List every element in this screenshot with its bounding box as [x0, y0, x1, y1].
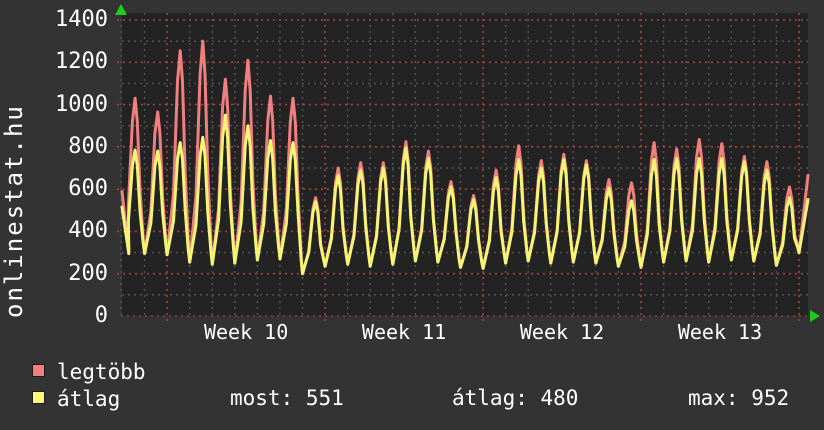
y-tick-label: 400 — [68, 218, 108, 244]
x-axis-arrow-icon — [810, 310, 820, 322]
y-tick-label: 0 — [94, 303, 108, 328]
plot-area — [122, 13, 808, 316]
y-tick-label: 200 — [68, 260, 108, 286]
x-week-label: Week 11 — [361, 320, 447, 344]
y-tick-label: 800 — [68, 133, 108, 159]
y-tick-label: 600 — [68, 176, 108, 202]
series-atlag-line — [120, 113, 810, 276]
x-week-label: Week 12 — [519, 320, 605, 344]
y-tick-label: 1400 — [55, 7, 108, 32]
stat-item-1: átlag: 480 — [452, 386, 579, 410]
y-tick-label: 1000 — [55, 91, 108, 117]
watermark-vertical: onlinestat.hu — [0, 104, 28, 318]
y-axis-arrow-icon — [115, 4, 127, 15]
stat-item-0: most: 551 — [230, 386, 344, 410]
y-tick-label: 1200 — [55, 49, 108, 75]
legend-label: átlag — [57, 387, 121, 411]
legend-label: legtöbb — [57, 360, 146, 384]
legend-swatch-icon — [32, 391, 45, 404]
x-week-label: Week 10 — [203, 320, 289, 344]
legend-swatch-icon — [32, 364, 45, 377]
x-week-label: Week 13 — [677, 320, 763, 344]
stat-item-2: max: 952 — [688, 386, 790, 410]
